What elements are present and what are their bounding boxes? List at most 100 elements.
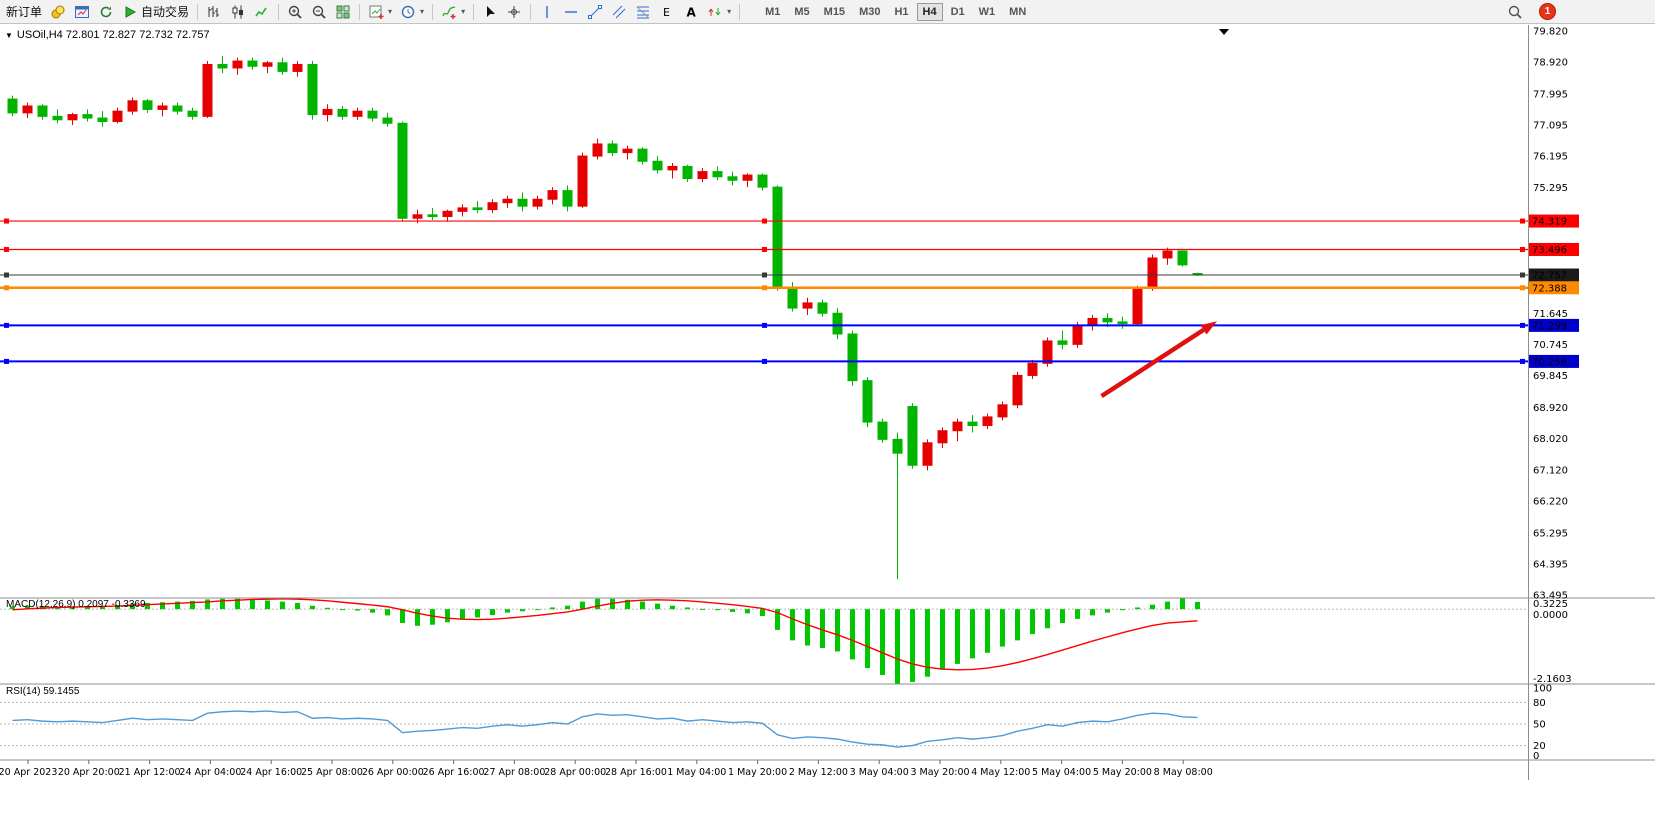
svg-text:A: A <box>687 5 697 19</box>
play-icon <box>122 4 138 20</box>
indicators-button[interactable]: ▾ <box>437 1 469 23</box>
timeframe-button-m30[interactable]: M30 <box>859 5 881 18</box>
arrows-button[interactable]: ▾ <box>703 1 735 23</box>
svg-text:25 Apr 08:00: 25 Apr 08:00 <box>301 767 363 778</box>
svg-text:63.495: 63.495 <box>1533 591 1568 602</box>
accounts-button[interactable] <box>46 1 70 23</box>
svg-text:64.395: 64.395 <box>1533 559 1568 570</box>
svg-text:79.820: 79.820 <box>1533 27 1568 38</box>
toolbar-separator <box>278 3 280 20</box>
orange-support-line[interactable] <box>0 285 1528 291</box>
vertical-line-button[interactable] <box>535 1 559 23</box>
refresh-button[interactable] <box>94 1 118 23</box>
chart-window-button[interactable] <box>70 1 94 23</box>
tile-windows-button[interactable] <box>331 1 355 23</box>
notifications-badge[interactable]: 1 <box>1535 1 1560 23</box>
svg-text:80: 80 <box>1533 698 1546 709</box>
svg-text:4 May 12:00: 4 May 12:00 <box>971 767 1030 778</box>
price-axis[interactable]: 79.820 78.920 77.995 77.095 76.195 75.295 71.6… <box>1533 27 1568 602</box>
zoom-out-button[interactable] <box>307 1 331 23</box>
toolbar-separator <box>739 3 741 20</box>
rsi-axis[interactable]: 100 80 50 200 <box>1533 684 1552 763</box>
tile-windows-icon <box>335 4 351 20</box>
timeframe-button-h4[interactable]: H4 <box>916 2 943 21</box>
bar-chart-button[interactable] <box>202 1 226 23</box>
horizontal-line-button[interactable] <box>559 1 583 23</box>
zoom-in-button[interactable] <box>283 1 307 23</box>
hline-icon <box>563 4 579 20</box>
resistance-line-73496[interactable] <box>0 246 1528 252</box>
resistance-line-74319[interactable] <box>0 218 1528 224</box>
cursor-button[interactable] <box>478 1 502 23</box>
text-label-button[interactable]: A <box>679 1 703 23</box>
refresh-icon <box>98 4 114 20</box>
svg-text:70.745: 70.745 <box>1533 340 1568 351</box>
svg-text:65.295: 65.295 <box>1533 528 1568 539</box>
candlestick-chart-button[interactable] <box>226 1 250 23</box>
svg-text:3 May 20:00: 3 May 20:00 <box>910 767 969 778</box>
periods-button[interactable]: ▾ <box>396 1 428 23</box>
candlestick-series[interactable] <box>7 55 1203 580</box>
timeframe-button-m5[interactable]: M5 <box>794 5 810 18</box>
pane-borders <box>0 25 1655 780</box>
toolbar-separator <box>432 3 434 20</box>
new-order-button[interactable]: 新订单 <box>2 1 46 23</box>
notification-count: 1 <box>1539 3 1556 20</box>
svg-text:26 Apr 16:00: 26 Apr 16:00 <box>423 767 485 778</box>
crosshair-button[interactable] <box>502 1 526 23</box>
fibo-icon <box>635 4 651 20</box>
timeframe-button-w1[interactable]: W1 <box>978 5 996 18</box>
support-line-70256[interactable] <box>0 358 1528 364</box>
crosshair-icon <box>506 4 522 20</box>
chevron-down-icon: ▾ <box>420 7 425 16</box>
svg-text:20 Apr 20:00: 20 Apr 20:00 <box>58 767 120 778</box>
toolbar-separator <box>197 3 199 20</box>
timeframe-button-h1[interactable]: H1 <box>894 5 909 18</box>
elliott-icon: E <box>659 4 675 20</box>
toolbar-separator <box>473 3 475 20</box>
equidistant-channel-button[interactable] <box>607 1 631 23</box>
macd-pane[interactable] <box>0 598 1528 684</box>
auto-trading-button[interactable]: 自动交易 <box>118 1 193 23</box>
chart-window-icon <box>74 4 90 20</box>
bar-chart-icon <box>206 4 222 20</box>
svg-text:71.645: 71.645 <box>1533 309 1568 320</box>
timeframe-button-m15[interactable]: M15 <box>823 5 846 18</box>
svg-text:72.757: 72.757 <box>1532 271 1567 282</box>
support-line-71299[interactable] <box>0 322 1528 328</box>
elliott-wave-button[interactable]: E <box>655 1 679 23</box>
current-price-line-price-tag: 72.757 <box>1529 268 1579 282</box>
svg-text:50: 50 <box>1533 720 1546 731</box>
rsi-pane[interactable] <box>0 701 1528 748</box>
candlestick-icon <box>230 4 246 20</box>
symbol-dropdown-icon[interactable]: ▼ <box>5 30 13 40</box>
magnifier-icon <box>1507 4 1523 20</box>
svg-text:20 Apr 2023: 20 Apr 2023 <box>0 767 57 778</box>
svg-text:5 May 20:00: 5 May 20:00 <box>1093 767 1152 778</box>
support-line-70256-price-tag: 70.256 <box>1529 354 1579 368</box>
line-chart-button[interactable] <box>250 1 274 23</box>
chart-shift-marker[interactable] <box>1219 29 1229 35</box>
orange-support-line-price-tag: 72.388 <box>1529 281 1579 295</box>
svg-text:5 May 04:00: 5 May 04:00 <box>1032 767 1091 778</box>
svg-text:76.195: 76.195 <box>1533 152 1568 163</box>
svg-text:68.920: 68.920 <box>1533 403 1568 414</box>
trend-icon <box>587 4 603 20</box>
trendline-button[interactable] <box>583 1 607 23</box>
support-line-71299-price-tag: 71.299 <box>1529 318 1579 332</box>
new-chart-button[interactable]: ▾ <box>364 1 396 23</box>
resistance-line-73496-price-tag: 73.496 <box>1529 242 1579 256</box>
timeframe-button-m1[interactable]: M1 <box>765 5 781 18</box>
search-button[interactable] <box>1503 1 1527 23</box>
fibonacci-button[interactable] <box>631 1 655 23</box>
svg-text:73.496: 73.496 <box>1532 245 1567 256</box>
svg-text:2 May 12:00: 2 May 12:00 <box>789 767 848 778</box>
timeframe-button-mn[interactable]: MN <box>1009 5 1027 18</box>
svg-text:0: 0 <box>1533 751 1539 762</box>
bullish-arrow-annotation[interactable] <box>1100 321 1218 399</box>
current-price-line[interactable] <box>0 272 1528 278</box>
timeframe-button-d1[interactable]: D1 <box>950 5 965 18</box>
